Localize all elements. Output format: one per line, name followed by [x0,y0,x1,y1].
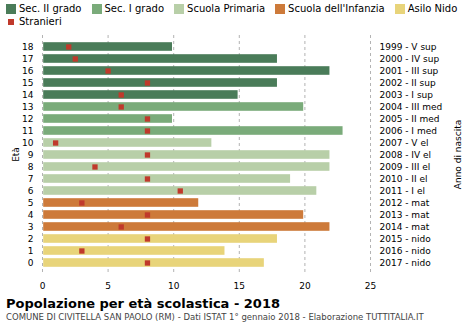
svg-text:11: 11 [22,126,33,136]
svg-text:2: 2 [28,234,34,244]
svg-text:2004 - III med: 2004 - III med [380,102,443,112]
svg-text:2001 - III sup: 2001 - III sup [380,66,439,76]
svg-text:2010 - II el: 2010 - II el [380,174,428,184]
svg-text:2000 - IV sup: 2000 - IV sup [380,54,440,64]
svg-text:12: 12 [22,114,33,124]
html-text:Asilo Nido: Asilo Nido [407,3,458,14]
svg-text:2007 - V el: 2007 - V el [380,138,429,148]
svg-text:16: 16 [22,66,34,76]
svg-text:1: 1 [28,246,34,256]
svg-text:1999 - V sup: 1999 - V sup [380,42,437,52]
html-text:Stranieri: Stranieri [19,16,62,27]
svg-text:2003 - I sup: 2003 - I sup [380,90,434,100]
html-text:Scuola Primaria: Scuola Primaria [187,3,266,14]
svg-text:2005 - II med: 2005 - II med [380,114,440,124]
svg-text:20: 20 [299,281,311,291]
svg-text:17: 17 [22,54,33,64]
svg-text:2002 - II sup: 2002 - II sup [380,78,436,88]
svg-text:2015 - nido: 2015 - nido [380,234,432,244]
svg-text:5: 5 [105,281,111,291]
html-text:COMUNE DI CIVITELLA SAN PAOLO: COMUNE DI CIVITELLA SAN PAOLO (RM) - Dat… [6,312,424,322]
svg-text:10: 10 [22,138,34,148]
svg-text:5: 5 [28,198,34,208]
svg-text:2017 - nido: 2017 - nido [380,258,432,268]
svg-text:2016 - nido: 2016 - nido [380,246,432,256]
svg-text:2014 - mat: 2014 - mat [380,222,430,232]
html-text:Sec. II grado: Sec. II grado [19,3,82,14]
svg-text:2011 - I el: 2011 - I el [380,186,425,196]
svg-text:15: 15 [234,281,245,291]
svg-text:Età: Età [11,147,21,162]
svg-text:2008 - IV el: 2008 - IV el [380,150,432,160]
svg-text:Anno di nascita: Anno di nascita [453,120,463,189]
svg-text:8: 8 [28,162,34,172]
svg-text:4: 4 [28,210,34,220]
svg-text:9: 9 [28,150,34,160]
svg-text:7: 7 [28,174,34,184]
svg-text:2013 - mat: 2013 - mat [380,210,430,220]
svg-text:3: 3 [28,222,34,232]
svg-text:2012 - mat: 2012 - mat [380,198,430,208]
svg-text:6: 6 [28,186,34,196]
svg-text:2009 - III el: 2009 - III el [380,162,431,172]
svg-text:18: 18 [22,42,34,52]
svg-text:25: 25 [365,281,376,291]
html-text:Scuola dell'Infanzia: Scuola dell'Infanzia [288,3,385,14]
svg-text:14: 14 [22,90,34,100]
html-text:Sec. I grado: Sec. I grado [104,3,164,14]
svg-text:0: 0 [40,281,46,291]
svg-text:10: 10 [168,281,180,291]
svg-text:0: 0 [28,258,34,268]
svg-text:2006 - I med: 2006 - I med [380,126,437,136]
svg-text:15: 15 [22,78,33,88]
html-text:Popolazione per età scolastica: Popolazione per età scolastica - 2018 [6,296,280,311]
svg-text:13: 13 [22,102,33,112]
